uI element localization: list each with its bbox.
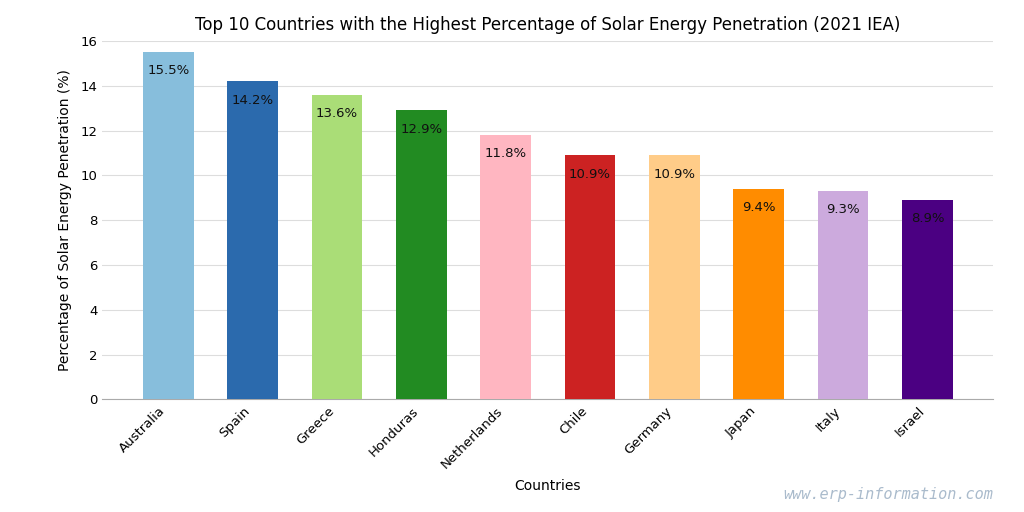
- Bar: [396, 111, 446, 399]
- Text: 13.6%: 13.6%: [315, 107, 358, 120]
- Bar: [902, 200, 952, 399]
- Bar: [564, 155, 615, 399]
- Bar: [227, 81, 278, 399]
- Text: 11.8%: 11.8%: [484, 147, 526, 160]
- Text: 10.9%: 10.9%: [569, 167, 611, 181]
- Text: 12.9%: 12.9%: [400, 123, 442, 136]
- Title: Top 10 Countries with the Highest Percentage of Solar Energy Penetration (2021 I: Top 10 Countries with the Highest Percen…: [196, 16, 900, 34]
- Text: 15.5%: 15.5%: [147, 65, 189, 77]
- Text: www.erp-information.com: www.erp-information.com: [783, 487, 993, 502]
- Text: 9.4%: 9.4%: [742, 201, 775, 214]
- Bar: [818, 191, 868, 399]
- Text: 8.9%: 8.9%: [910, 212, 944, 225]
- Bar: [143, 52, 194, 399]
- Bar: [649, 155, 699, 399]
- Text: 9.3%: 9.3%: [826, 203, 860, 217]
- Bar: [311, 95, 362, 399]
- Bar: [480, 135, 531, 399]
- Bar: [733, 189, 784, 399]
- Text: 10.9%: 10.9%: [653, 167, 695, 181]
- X-axis label: Countries: Countries: [515, 479, 581, 493]
- Y-axis label: Percentage of Solar Energy Penetration (%): Percentage of Solar Energy Penetration (…: [58, 69, 73, 371]
- Text: 14.2%: 14.2%: [231, 94, 273, 106]
